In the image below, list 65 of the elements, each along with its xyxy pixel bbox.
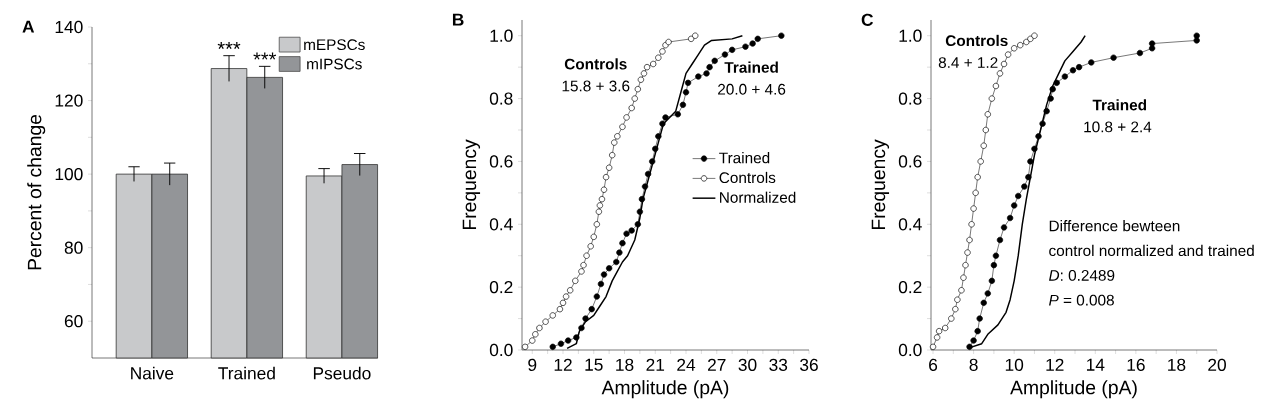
x-axis-title: Amplitude (pA) <box>601 380 729 399</box>
x-tick-label: 12 <box>554 358 572 371</box>
y-tick-label: 140 <box>55 20 83 34</box>
x-tick-label: 21 <box>646 358 665 371</box>
annotation: D: 0.2489 <box>1049 269 1115 281</box>
y-tick-label: 0.4 <box>898 218 922 231</box>
x-tick-label: 16 <box>1127 358 1145 371</box>
chart-title: A <box>22 20 35 33</box>
x-tick-label: 36 <box>800 358 818 371</box>
y-tick-label: 0.2 <box>489 281 513 294</box>
annotation: 15.8 + 3.6 <box>562 80 630 92</box>
annotation: Controls <box>564 58 627 70</box>
x-tick-label: 8 <box>969 358 978 371</box>
legend-label: Trained <box>719 152 770 164</box>
x-tick-label: Pseudo <box>313 366 371 380</box>
y-axis-title: Percent of change <box>27 114 46 270</box>
x-tick-label: 15 <box>585 358 603 371</box>
y-tick-label: 0.0 <box>898 343 922 357</box>
y-tick-label: 1.0 <box>899 29 922 42</box>
legend-label: Normalized <box>720 191 796 203</box>
y-tick-label: 60 <box>64 315 83 328</box>
y-tick-label: 0.6 <box>898 155 922 168</box>
y-tick-label: 1.0 <box>490 29 513 42</box>
y-tick-label: 100 <box>55 167 83 181</box>
y-axis-title: Frequency <box>871 139 890 230</box>
x-tick-label: 20 <box>1208 358 1226 371</box>
chart-title: C <box>861 13 874 26</box>
annotation: 20.0 + 4.6 <box>718 83 786 95</box>
y-tick-label: 120 <box>55 94 83 107</box>
x-tick-label: 33 <box>769 358 788 371</box>
legend-label: Controls <box>719 171 776 184</box>
y-tick-label: 0.4 <box>489 218 513 231</box>
x-tick-label: 24 <box>677 358 696 371</box>
x-tick-label: 27 <box>707 358 726 371</box>
annotation: Controls <box>945 34 1008 47</box>
y-tick-label: 80 <box>64 241 83 254</box>
x-tick-label: 18 <box>1168 358 1186 371</box>
y-tick-label: 0.0 <box>489 343 513 357</box>
annotation: *** <box>217 41 241 49</box>
annotation: 8.4 + 1.2 <box>938 57 998 68</box>
x-tick-label: Naive <box>131 366 174 380</box>
annotation: P = 0.008 <box>1049 294 1114 306</box>
y-tick-label: 0.8 <box>898 92 922 105</box>
y-axis-title: Frequency <box>462 139 481 230</box>
x-tick-label: 18 <box>616 358 634 371</box>
y-tick-label: 0.8 <box>489 92 513 105</box>
legend-label: mIPSCs <box>307 58 362 70</box>
x-tick-label: 10 <box>1005 358 1024 371</box>
annotation: 10.8 + 2.4 <box>1084 121 1152 133</box>
x-tick-label: 30 <box>738 358 757 371</box>
x-tick-label: 12 <box>1046 358 1064 371</box>
x-tick-label: 9 <box>528 358 537 371</box>
annotation: Difference bewteen <box>1049 220 1180 232</box>
annotation: control normalized and trained <box>1049 244 1254 257</box>
annotation: Trained <box>1092 99 1147 111</box>
x-tick-label: Trained <box>218 366 275 380</box>
legend-label: mEPSCs <box>304 39 365 51</box>
x-tick-label: 6 <box>929 358 938 371</box>
y-tick-label: 0.2 <box>898 281 922 294</box>
y-tick-label: 0.6 <box>489 155 513 168</box>
annotation: *** <box>253 52 277 60</box>
x-axis-title: Amplitude (pA) <box>1010 380 1137 399</box>
chart-title: B <box>452 13 464 26</box>
x-tick-label: 14 <box>1086 358 1105 371</box>
annotation: Trained <box>724 61 778 73</box>
